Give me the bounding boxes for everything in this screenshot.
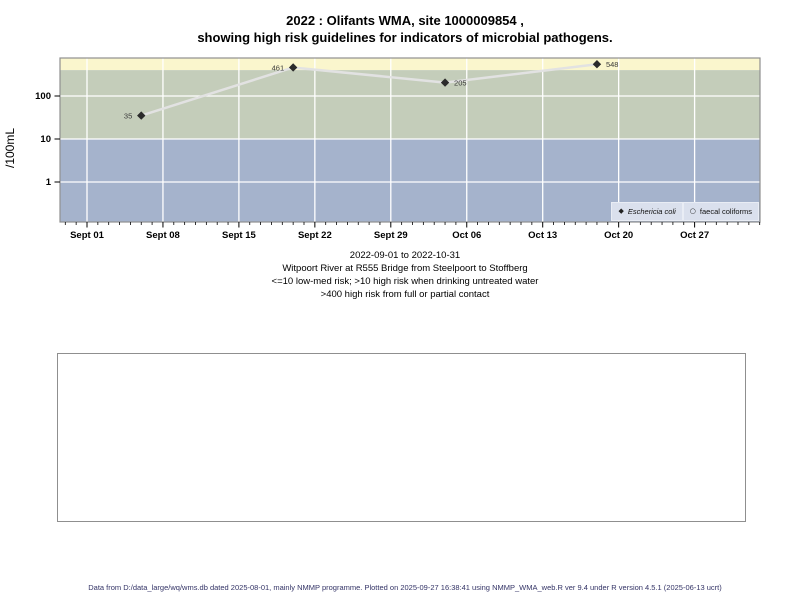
x-tick-label: Oct 06 <box>452 230 481 241</box>
risk-band-high-risk-drinking-untreated-water <box>60 70 760 139</box>
legend-label: Eschericia coli <box>627 207 676 216</box>
x-tick-label: Sept 22 <box>298 230 332 241</box>
filled-diamond-icon: ◆ <box>618 207 624 215</box>
open-circle-icon: ○ <box>689 207 696 215</box>
x-tick-label: Sept 15 <box>222 230 257 241</box>
plot-border <box>59 57 761 223</box>
legend-item-escherichia-coli: ◆ Eschericia coli <box>611 202 683 221</box>
x-tick-label: Sept 29 <box>374 230 408 241</box>
legend-label: faecal coliforms <box>699 207 752 216</box>
risk-timeseries-chart: Sept 01 Sept 08 Sept 15 Sept 22 Sept 29 Oct 0… <box>3 57 761 241</box>
chart-title-line2: showing high risk guidelines for indicat… <box>197 30 613 45</box>
chart-title: 2022 : Olifants WMA, site 1000009854 , s… <box>10 12 800 46</box>
y-tick-label: 100 <box>35 91 51 102</box>
x-tick-label: Sept 08 <box>146 230 180 241</box>
y-tick-label: 1 <box>46 177 52 188</box>
x-tick-label: Oct 20 <box>604 230 633 241</box>
data-point-value-label: 205 <box>454 78 467 87</box>
data-point-marker <box>137 111 146 120</box>
series-line <box>140 62 599 117</box>
x-tick-label: Sept 01 <box>70 230 105 241</box>
caption-date-range: 2022-09-01 to 2022-10-31 <box>349 250 461 261</box>
caption-site-description: Witpoort River at R555 Bridge from Steel… <box>282 263 528 274</box>
caption-guideline-drinking: <=10 low-med risk; >10 high risk when dr… <box>271 276 539 287</box>
data-point-marker <box>592 60 602 69</box>
x-tick-label: Oct 27 <box>680 230 709 241</box>
y-tick-label: 10 <box>40 134 51 145</box>
legend-item-faecal-coliforms: ○ faecal coliforms <box>682 202 759 221</box>
empty-plot-panel <box>57 353 746 522</box>
y-axis-title: /100mL <box>3 128 17 168</box>
chart-title-line1: 2022 : Olifants WMA, site 1000009854 , <box>286 13 524 28</box>
footer-provenance-text: Data from D:/data_large/wq/wms.db dated … <box>88 583 722 592</box>
data-point-value-label: 548 <box>606 60 619 69</box>
data-point-value-label: 35 <box>124 111 132 120</box>
risk-band-high-risk-full-or-partial-contact <box>60 58 760 71</box>
data-point-marker <box>440 78 450 87</box>
caption-guideline-contact: >400 high risk from full or partial cont… <box>320 289 490 300</box>
data-point-value-label: 461 <box>272 63 285 72</box>
data-point-marker <box>288 63 298 72</box>
x-tick-label: Oct 13 <box>528 230 557 241</box>
chart-legend: ◆ Eschericia coli ○ faecal coliforms <box>611 202 759 221</box>
chart-caption: 2022-09-01 to 2022-10-31 Witpoort River … <box>10 249 800 301</box>
